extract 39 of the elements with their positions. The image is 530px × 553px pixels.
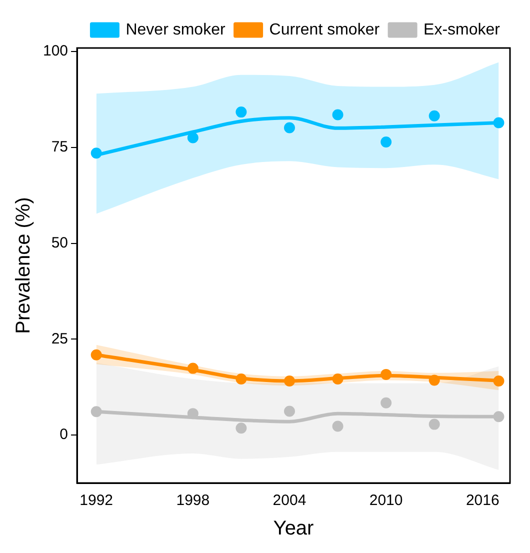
- point: [187, 408, 198, 420]
- point: [493, 375, 504, 386]
- point: [236, 106, 247, 118]
- legend-label: Never smoker: [126, 21, 226, 38]
- point: [380, 136, 392, 148]
- point: [428, 374, 440, 386]
- legend-label: Ex-smoker: [424, 21, 501, 38]
- x-tick-label: 2004: [272, 492, 306, 510]
- x-tick-label: 2016: [466, 492, 500, 510]
- y-tick-label: 50: [51, 234, 68, 252]
- x-tick-label: 1998: [176, 492, 210, 510]
- point: [284, 375, 295, 386]
- point: [90, 148, 102, 159]
- x-axis-title: Year: [273, 518, 314, 540]
- point: [284, 406, 295, 417]
- x-tick-label: 1992: [80, 492, 114, 510]
- point: [428, 418, 440, 430]
- y-axis-title: Prevalence (%): [12, 197, 35, 334]
- point: [236, 374, 247, 385]
- point: [90, 406, 102, 418]
- point: [90, 349, 102, 360]
- point: [332, 420, 344, 432]
- point: [332, 374, 344, 385]
- point: [493, 411, 504, 422]
- point: [187, 362, 198, 374]
- y-tick-label: 100: [42, 42, 68, 60]
- point: [236, 422, 247, 434]
- point: [493, 117, 504, 128]
- point: [284, 122, 295, 134]
- y-tick-label: 0: [60, 426, 68, 444]
- legend-label: Current smoker: [269, 21, 380, 38]
- point: [187, 132, 198, 144]
- point: [380, 368, 392, 380]
- y-tick-label: 25: [51, 330, 68, 348]
- y-tick-label: 75: [51, 138, 68, 156]
- point: [428, 110, 440, 122]
- point: [380, 397, 392, 408]
- point: [332, 109, 344, 120]
- x-tick-label: 2010: [369, 492, 403, 510]
